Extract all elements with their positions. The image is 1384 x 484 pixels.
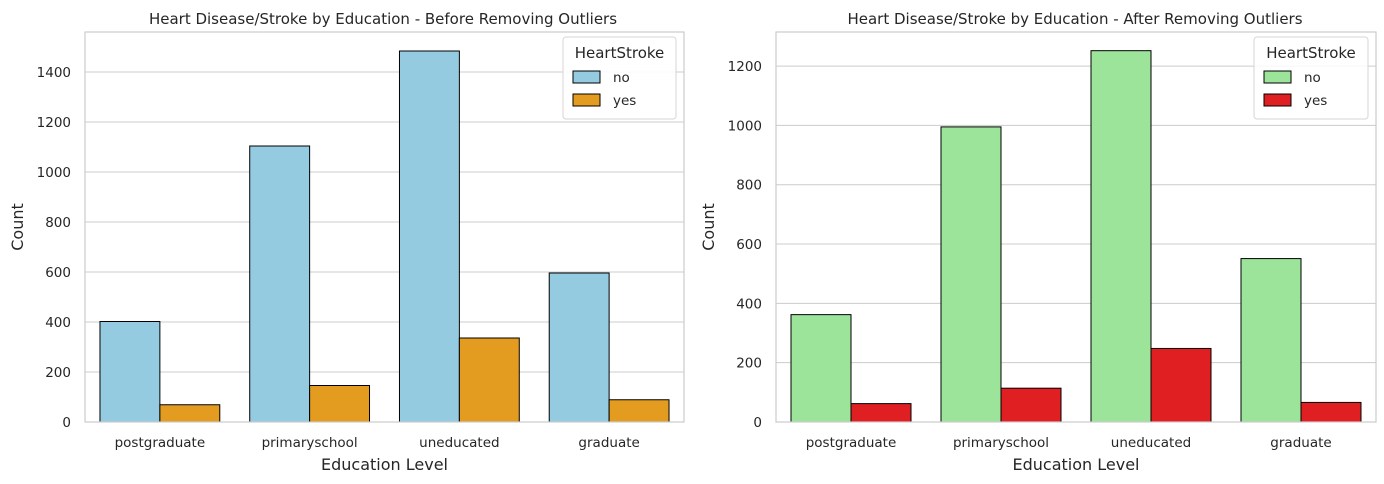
x-tick-label: uneducated	[419, 435, 499, 451]
legend-swatch-no	[1263, 70, 1292, 84]
legend-swatch-yes	[1263, 93, 1292, 107]
legend: HeartStroke no yes	[1253, 36, 1369, 120]
y-tick-label: 1000	[37, 165, 71, 181]
chart-title: Heart Disease/Stroke by Education - Afte…	[847, 10, 1302, 28]
chart-0: 0 200 400 600 800 1000 1200 1400 postgraduate pri…	[8, 10, 685, 474]
x-axis-label: Education Level	[1013, 455, 1140, 474]
bar-primaryschool-no	[940, 126, 1002, 423]
x-tick-label: primaryschool	[262, 435, 358, 451]
bar-uneducated-no	[1090, 50, 1152, 423]
x-axis-label: Education Level	[321, 455, 448, 474]
bar-graduate-no	[548, 272, 610, 423]
y-tick-label: 1400	[37, 65, 71, 81]
bar-graduate-yes	[608, 399, 670, 423]
x-tick-label: primaryschool	[953, 435, 1049, 451]
y-axis-label: Count	[8, 203, 27, 251]
legend-swatch-no	[572, 70, 601, 84]
legend-title: HeartStroke	[1266, 44, 1356, 62]
x-tick-label: uneducated	[1111, 435, 1191, 451]
bar-graduate-no	[1240, 258, 1302, 423]
y-tick-label: 200	[45, 365, 71, 381]
bar-postgraduate-no	[99, 321, 161, 423]
bar-primaryschool-yes	[309, 385, 371, 423]
bar-uneducated-no	[398, 50, 460, 423]
y-tick-label: 600	[736, 237, 762, 253]
y-tick-label: 0	[62, 415, 71, 431]
legend-label-yes: yes	[613, 93, 636, 109]
y-tick-label: 800	[736, 178, 762, 194]
plot-frame	[84, 31, 685, 423]
bar-uneducated-yes	[458, 337, 520, 423]
y-tick-label: 400	[45, 315, 71, 331]
chart-title: Heart Disease/Stroke by Education - Befo…	[149, 10, 617, 28]
legend-label-yes: yes	[1304, 93, 1327, 109]
bar-uneducated-yes	[1150, 347, 1212, 423]
bar-primaryschool-no	[249, 145, 311, 423]
y-tick-label: 600	[45, 265, 71, 281]
chart-1: 0 200 400 600 800 1000 1200 postgraduate primary…	[699, 10, 1377, 474]
legend-swatch-yes	[572, 93, 601, 107]
x-tick-label: postgraduate	[806, 435, 897, 451]
bar-postgraduate-yes	[159, 404, 221, 423]
x-tick-label: postgraduate	[115, 435, 206, 451]
y-tick-label: 200	[736, 356, 762, 372]
x-tick-label: graduate	[578, 435, 639, 451]
x-tick-label: graduate	[1270, 435, 1331, 451]
y-tick-label: 400	[736, 296, 762, 312]
bar-primaryschool-yes	[1000, 387, 1062, 423]
y-tick-label: 1000	[728, 118, 762, 134]
y-tick-label: 1200	[728, 59, 762, 75]
bar-graduate-yes	[1300, 401, 1362, 423]
y-axis-label: Count	[699, 203, 718, 251]
plot-frame	[775, 31, 1377, 423]
bar-postgraduate-no	[790, 314, 852, 423]
legend-title: HeartStroke	[575, 44, 665, 62]
legend-label-no: no	[613, 70, 630, 86]
y-tick-label: 800	[45, 215, 71, 231]
legend-label-no: no	[1304, 70, 1321, 86]
y-tick-label: 0	[753, 415, 762, 431]
legend: HeartStroke no yes	[562, 36, 677, 120]
y-tick-label: 1200	[37, 115, 71, 131]
bar-postgraduate-yes	[850, 403, 912, 423]
